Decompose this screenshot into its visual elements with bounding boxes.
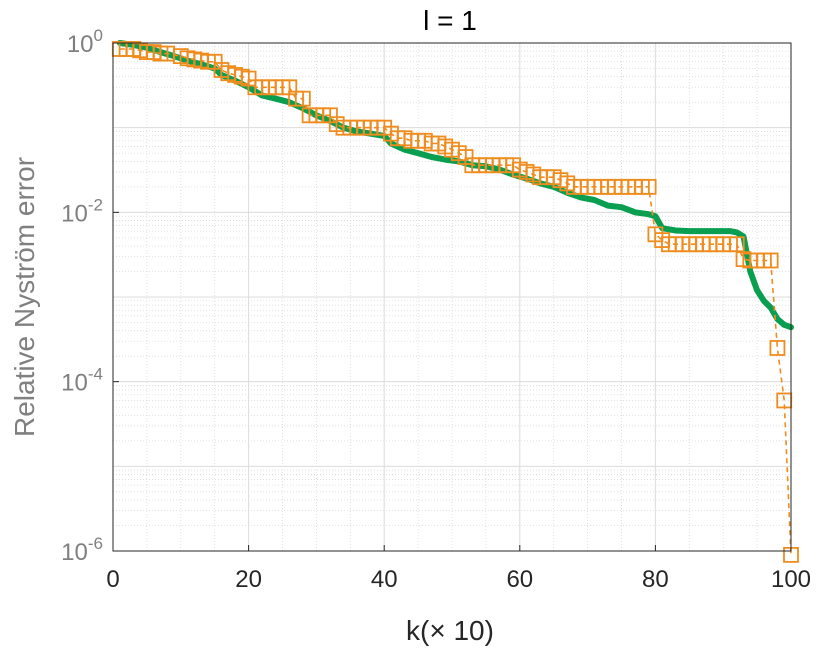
chart-title: l = 1: [423, 5, 477, 36]
series-marker-orange: [640, 178, 657, 195]
series-marker-orange: [728, 236, 745, 253]
x-tick-label: 100: [771, 566, 811, 593]
y-tick-label: 10-4: [61, 365, 103, 397]
series-marker-orange: [762, 252, 779, 269]
y-axis: 100 10-2 10-4 10-6: [61, 26, 119, 566]
x-axis-title: k(× 10): [406, 615, 494, 646]
y-axis-title: Relative Nyström error: [9, 157, 40, 437]
x-tick-label: 40: [371, 566, 398, 593]
x-tick-label: 0: [106, 566, 119, 593]
x-tick-label: 80: [642, 566, 669, 593]
x-tick-label: 60: [506, 566, 533, 593]
x-axis: 0 20 40 60 80 100: [106, 545, 811, 593]
series-marker-orange: [294, 90, 311, 107]
y-tick-label: 100: [67, 26, 103, 58]
y-tick-label: 10-6: [61, 534, 103, 566]
series-marker-orange: [769, 340, 786, 356]
plot-frame: [112, 42, 792, 552]
series-layer: [111, 40, 799, 563]
y-tick-label: 10-2: [61, 195, 103, 227]
x-tick-label: 20: [235, 566, 262, 593]
